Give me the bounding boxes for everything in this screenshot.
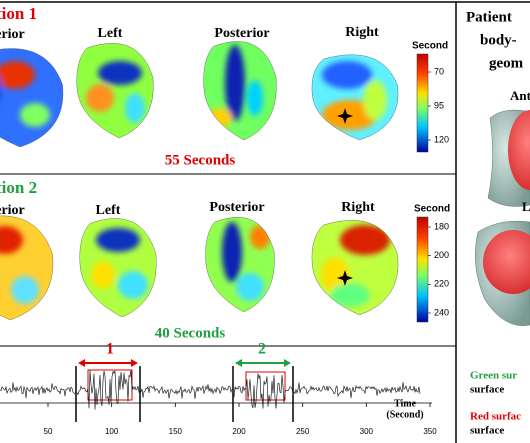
side-panel: Patient body- geom Ant L Green sur surfa… [466, 9, 530, 437]
activation-region [86, 84, 114, 112]
view-label: Posterior [214, 26, 269, 41]
side-view: Ant [510, 88, 530, 103]
view-label: erior [0, 27, 25, 42]
activation-region [236, 273, 264, 301]
heart-blobs [91, 228, 148, 299]
activation-region [322, 61, 372, 89]
activation-region [98, 61, 142, 85]
heart-outline [311, 220, 399, 316]
activation-region [340, 225, 390, 255]
heart-outline [205, 217, 275, 313]
axis-label: (Second) [386, 409, 423, 420]
heart-outline [0, 48, 64, 148]
legend-label: Red surfac [470, 411, 521, 423]
side-title: Patient [466, 9, 512, 25]
heart-blobs [0, 226, 39, 304]
activation-region [247, 80, 263, 116]
colorbar-tick-label: 95 [434, 100, 444, 110]
window-label: 2 [258, 341, 266, 358]
activation-region [225, 45, 245, 121]
view-label: Right [345, 25, 379, 40]
heart-outline [203, 41, 277, 141]
heart-outline [76, 43, 154, 139]
activation-region [20, 103, 50, 127]
x-tick-label: 150 [169, 427, 183, 436]
heart-outline [0, 215, 54, 321]
colorbar-tick-label: 220 [434, 279, 449, 289]
view-label: Left [96, 203, 121, 218]
panel-title: tion 2 [0, 178, 37, 197]
colorbar-tick-label: 200 [434, 250, 449, 260]
view-label: Right [341, 200, 375, 215]
heart-maps [0, 41, 399, 321]
colorbar-tick-label: 240 [434, 307, 449, 317]
side-title: geom [489, 55, 524, 71]
duration: 40 Seconds [155, 325, 226, 341]
x-tick-label: 250 [296, 427, 310, 436]
activation-region [321, 257, 349, 293]
activation-region [96, 228, 140, 252]
x-tick-label: 300 [360, 427, 374, 436]
activation-region [222, 222, 242, 282]
axis-label: Time [394, 398, 417, 409]
heart-surface [483, 230, 530, 294]
activation-region [11, 276, 39, 304]
colorbar-tick-label: 70 [434, 66, 444, 76]
side-view: L [522, 199, 530, 214]
duration: 55 Seconds [165, 152, 236, 168]
activation-region [363, 80, 387, 120]
x-tick-label: 50 [44, 427, 53, 436]
colorbar-tick-label: 180 [434, 221, 449, 231]
heart-outline [79, 218, 157, 318]
pacing-site [337, 108, 353, 124]
view-label: Left [98, 26, 123, 41]
colorbar [416, 216, 429, 323]
x-tick-label: 200 [232, 427, 246, 436]
legend-detail: surface [470, 425, 504, 437]
heart-surface [508, 110, 530, 190]
colorbar-tick-label: 120 [434, 134, 449, 144]
colorbar-title: Second [412, 41, 448, 52]
colorbar [416, 53, 429, 153]
view-label: Posterior [209, 200, 264, 215]
panel-title: tion 1 [0, 4, 37, 23]
pacing-site [337, 270, 353, 286]
heart-blobs [0, 61, 50, 127]
legend-detail: surface [470, 384, 504, 396]
activation-region [125, 93, 145, 123]
activation-region [118, 271, 148, 299]
heart-outline [311, 54, 399, 141]
ecg-trace [0, 369, 421, 410]
activation-region [330, 283, 370, 307]
legend-label: Green sur [470, 370, 517, 382]
window-label: 1 [106, 341, 114, 358]
heart-blobs [86, 61, 145, 123]
activation-region [0, 61, 35, 89]
arrowhead [78, 359, 138, 367]
heart-blobs [321, 225, 390, 307]
colorbar-title: Second [414, 204, 450, 215]
x-tick-label: 350 [423, 427, 437, 436]
view-label: erior [0, 203, 25, 218]
ecg: 1 2 Time (Second) 50 100 150 200 250 300 350 [0, 341, 437, 436]
activation-region [91, 261, 115, 289]
activation-region [0, 226, 23, 254]
side-title: body- [480, 32, 517, 48]
x-tick-label: 100 [105, 427, 119, 436]
